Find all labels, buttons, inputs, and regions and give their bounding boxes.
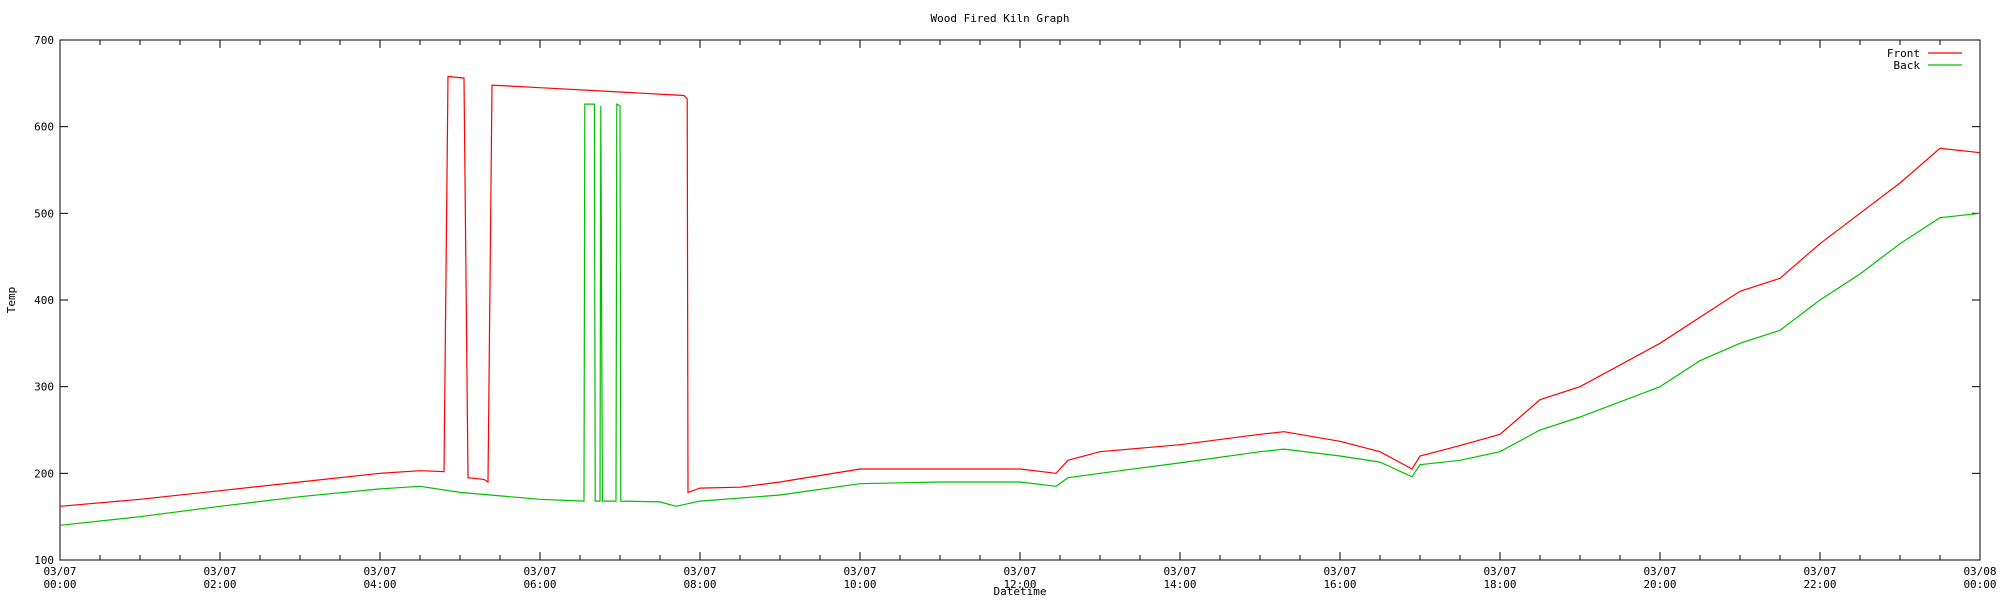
x-tick-label-date: 03/07 — [1003, 565, 1036, 578]
legend-label-back: Back — [1894, 59, 1921, 72]
x-tick-label-date: 03/07 — [843, 565, 876, 578]
x-tick-label-time: 00:00 — [1963, 578, 1996, 591]
x-tick-label-date: 03/07 — [43, 565, 76, 578]
x-tick-label-date: 03/07 — [1323, 565, 1356, 578]
x-tick-label-date: 03/07 — [523, 565, 556, 578]
x-tick-label-date: 03/08 — [1963, 565, 1996, 578]
x-tick-label-time: 06:00 — [523, 578, 556, 591]
x-tick-label-time: 22:00 — [1803, 578, 1836, 591]
x-tick-label-time: 04:00 — [363, 578, 396, 591]
legend-label-front: Front — [1887, 47, 1920, 60]
y-axis-ticks: 100 200 300 400 500 600 700 — [34, 34, 1980, 567]
x-tick-label-time: 00:00 — [43, 578, 76, 591]
chart-title: Wood Fired Kiln Graph — [930, 12, 1069, 25]
x-tick-label-date: 03/07 — [203, 565, 236, 578]
y-tick-label: 500 — [34, 207, 54, 220]
x-tick-label-date: 03/07 — [1483, 565, 1516, 578]
y-tick-label: 700 — [34, 34, 54, 47]
x-tick-label-time: 18:00 — [1483, 578, 1516, 591]
y-tick-label: 100 — [34, 554, 54, 567]
x-tick-label-time: 20:00 — [1643, 578, 1676, 591]
x-tick-label-time: 02:00 — [203, 578, 236, 591]
x-tick-label-time: 12:00 — [1003, 578, 1036, 591]
x-axis-label: Datetime — [994, 585, 1047, 598]
y-tick-label: 300 — [34, 381, 54, 394]
x-tick-label-date: 03/07 — [1643, 565, 1676, 578]
y-axis-label: Temp — [5, 287, 18, 314]
series-line-back — [59, 103, 1981, 526]
y-tick-label: 200 — [34, 467, 54, 480]
series-line-front — [59, 75, 1981, 507]
x-tick-label-time: 10:00 — [843, 578, 876, 591]
y-tick-label: 400 — [34, 294, 54, 307]
series-lines — [59, 75, 1981, 526]
x-tick-label-time: 08:00 — [683, 578, 716, 591]
x-axis-ticks: 03/0700:0003/0702:0003/0704:0003/0706:00… — [43, 40, 1997, 591]
x-tick-label-time: 14:00 — [1163, 578, 1196, 591]
x-tick-label-time: 16:00 — [1323, 578, 1356, 591]
x-tick-label-date: 03/07 — [683, 565, 716, 578]
x-tick-label-date: 03/07 — [363, 565, 396, 578]
y-tick-label: 600 — [34, 121, 54, 134]
x-tick-label-date: 03/07 — [1163, 565, 1196, 578]
x-tick-label-date: 03/07 — [1803, 565, 1836, 578]
